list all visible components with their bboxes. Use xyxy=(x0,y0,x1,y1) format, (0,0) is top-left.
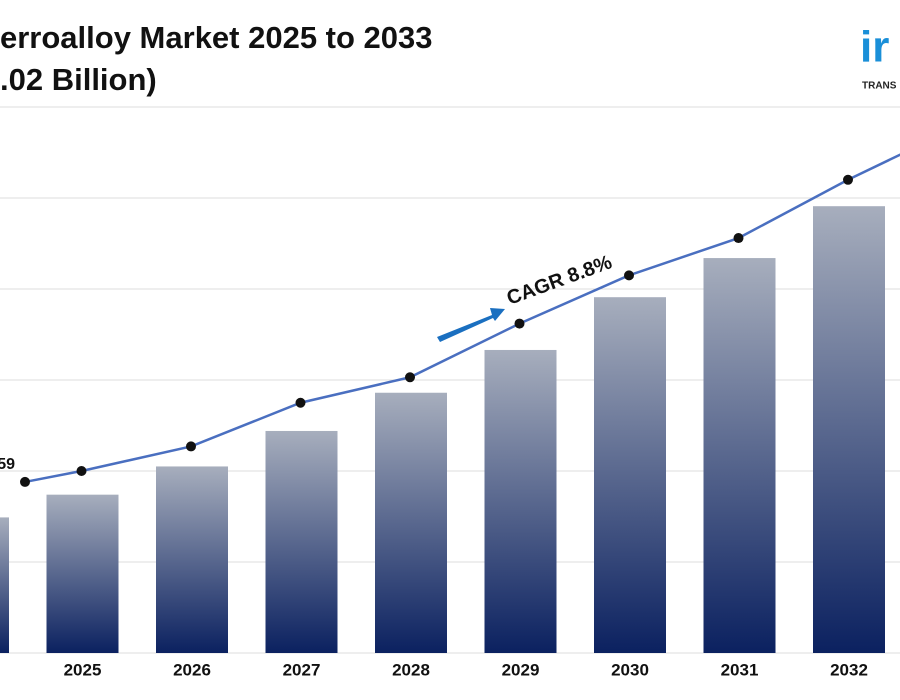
bar xyxy=(375,392,447,653)
logo-text: TRANS xyxy=(862,81,897,92)
bar xyxy=(265,430,338,653)
chart-subtitle: .02 Billion) xyxy=(0,62,157,97)
trend-point xyxy=(405,372,415,383)
x-tick-label: 2028 xyxy=(392,660,430,679)
trend-point xyxy=(295,397,306,408)
bar xyxy=(156,466,228,653)
x-tick-label: 2025 xyxy=(64,660,102,679)
trend-line xyxy=(24,153,900,484)
start-label: 59 xyxy=(0,456,15,473)
x-tick-label: 2030 xyxy=(611,660,649,679)
bar xyxy=(813,206,885,653)
trend-point xyxy=(624,270,634,281)
bar xyxy=(46,494,119,653)
trend-point xyxy=(514,318,525,329)
trend-point xyxy=(186,441,196,452)
trend-point xyxy=(76,466,87,476)
bar xyxy=(484,349,557,653)
x-tick-label: 2026 xyxy=(173,660,211,679)
trend-point xyxy=(733,233,744,244)
logo: ir xyxy=(860,23,889,72)
bar xyxy=(0,517,9,653)
trend-point xyxy=(20,476,30,487)
trend-point xyxy=(843,174,853,185)
cagr-arrow xyxy=(437,308,505,342)
x-tick-label: 2027 xyxy=(283,660,321,679)
bar xyxy=(703,258,776,653)
x-tick-label: 2032 xyxy=(830,660,868,679)
chart-title: erroalloy Market 2025 to 2033 xyxy=(0,20,433,55)
x-tick-label: 2031 xyxy=(721,660,759,679)
bar xyxy=(594,297,666,653)
x-tick-label: 2029 xyxy=(502,660,540,679)
